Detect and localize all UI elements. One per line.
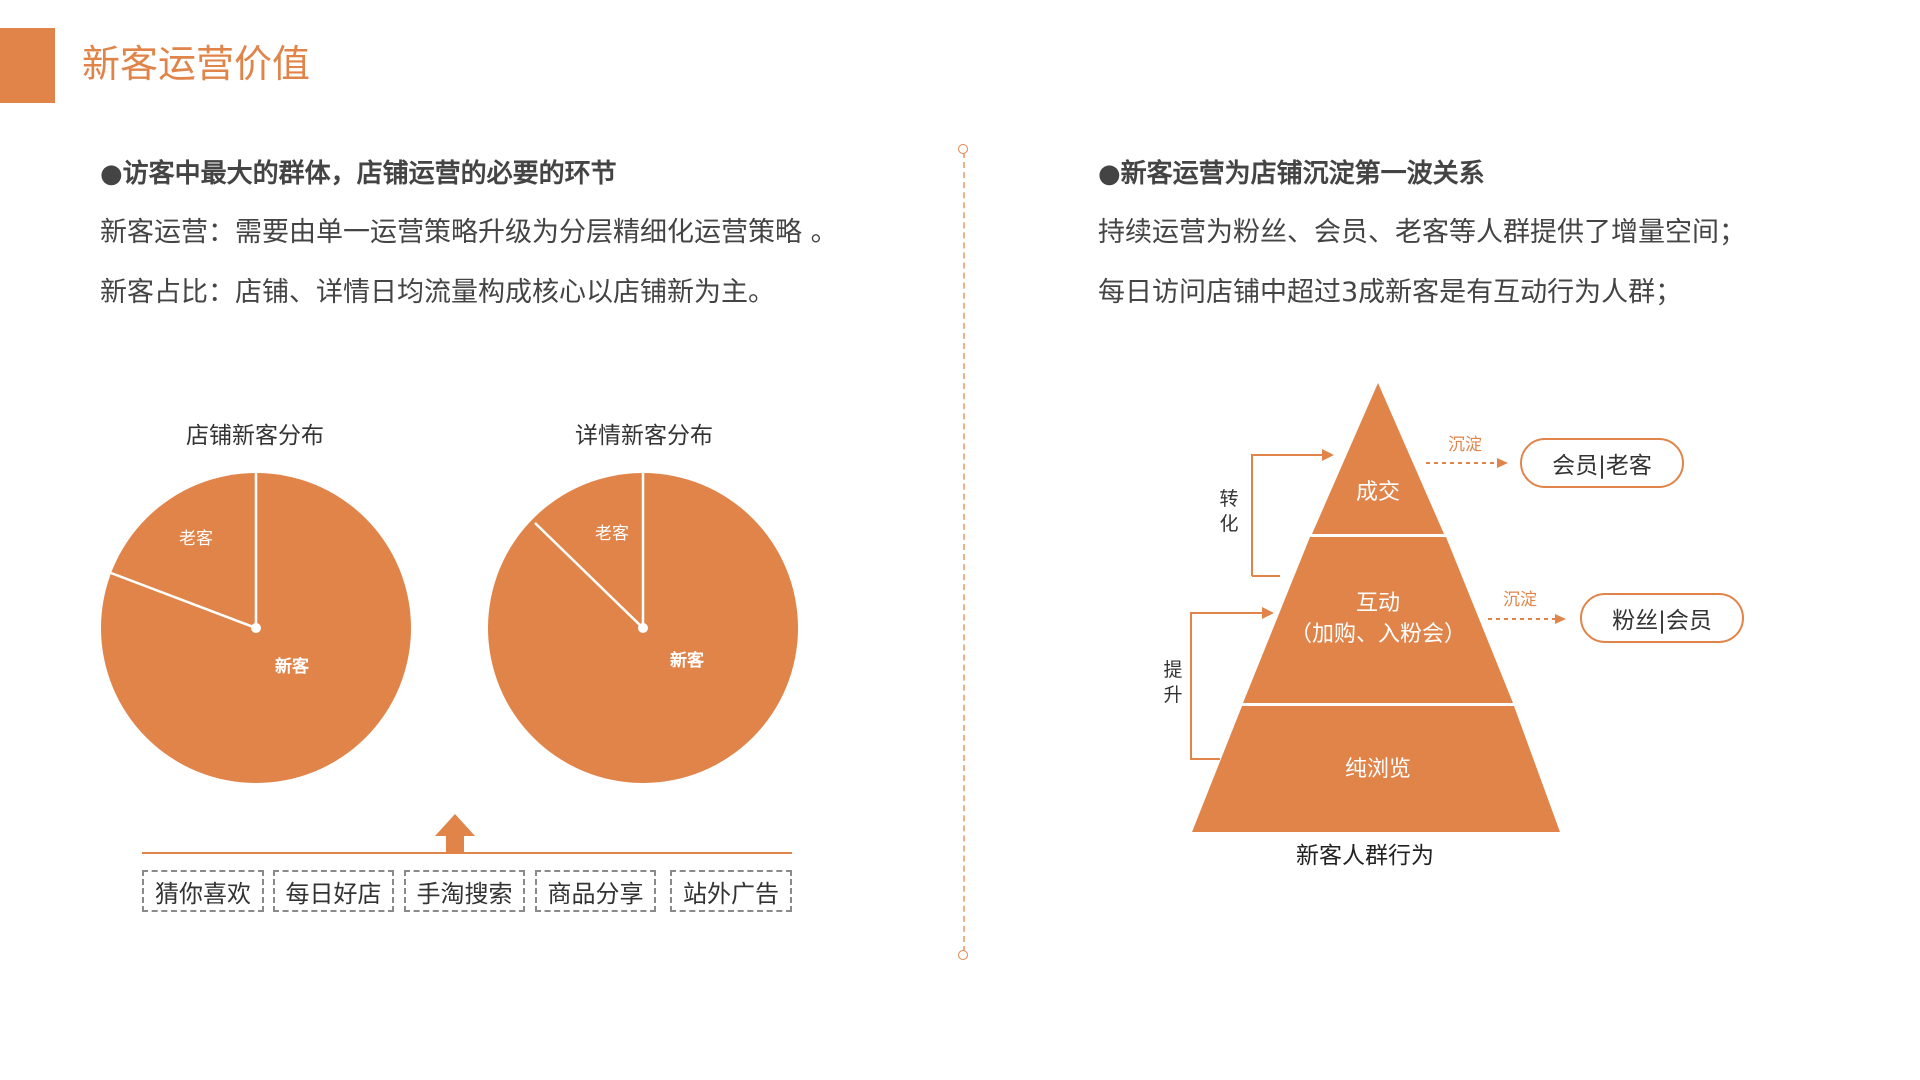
settle-top-arrowhead-icon (1497, 458, 1508, 468)
detail-pie-divider-b (534, 522, 644, 629)
up-arrow-icon (435, 814, 475, 852)
convert-bracket (1251, 449, 1334, 577)
pyramid-bottom-label: 纯浏览 (1345, 757, 1411, 782)
lift-bracket-line (1190, 612, 1220, 760)
source-box-2: 每日好店 (273, 870, 394, 912)
lift-arrowhead-icon (1262, 607, 1274, 619)
right-line-2: 每日访问店铺中超过3成新客是有互动行为人群； (1098, 277, 1683, 308)
settle-mid-arrowhead-icon (1555, 614, 1566, 624)
convert-label-1: 转 (1219, 488, 1238, 510)
center-divider (963, 152, 965, 952)
pyramid: 成交 互动 （加购、入粉会） 纯浏览 (1192, 383, 1560, 832)
shop-pie-title: 店铺新客分布 (186, 423, 324, 449)
source-box-3: 手淘搜索 (404, 870, 525, 912)
pill-member-old: 会员|老客 (1520, 438, 1684, 488)
pyramid-caption: 新客人群行为 (1296, 843, 1434, 869)
convert-bracket-line (1251, 454, 1322, 576)
page-title: 新客运营价值 (82, 42, 311, 86)
settle-top-label: 沉淀 (1448, 435, 1482, 455)
pyramid-middle-tier (1243, 537, 1513, 703)
detail-pie: 老客 新客 (488, 473, 798, 783)
left-line-2: 新客占比：店铺、详情日均流量构成核心以店铺新为主。 (100, 277, 775, 308)
source-box-5: 站外广告 (670, 870, 792, 912)
divider-dot-bottom (958, 950, 968, 960)
settle-arrow-mid: 沉淀 (1488, 590, 1566, 624)
detail-pie-new-label: 新客 (670, 650, 705, 671)
shop-pie: 老客 新客 (101, 473, 411, 783)
settle-arrow-top: 沉淀 (1426, 435, 1508, 468)
left-heading: ●访客中最大的群体，店铺运营的必要的环节 (100, 159, 617, 189)
pill-fan-member: 粉丝|会员 (1580, 593, 1744, 643)
pyramid-middle-label-2: （加购、入粉会） (1290, 622, 1466, 647)
detail-pie-old-label: 老客 (595, 524, 629, 544)
right-heading: ●新客运营为店铺沉淀第一波关系 (1098, 159, 1485, 189)
detail-pie-center (638, 623, 648, 633)
pyramid-bottom-tier (1192, 706, 1560, 832)
source-baseline (142, 852, 792, 854)
lift-label-1: 提 (1163, 659, 1182, 681)
left-line-1: 新客运营：需要由单一运营策略升级为分层精细化运营策略 。 (100, 217, 838, 248)
divider-dot-top (958, 144, 968, 154)
shop-pie-old-label: 老客 (179, 529, 213, 549)
shop-pie-divider-b (110, 571, 257, 630)
settle-mid-label: 沉淀 (1503, 590, 1537, 610)
convert-arrowhead-icon (1322, 449, 1334, 461)
shop-pie-center (251, 623, 261, 633)
detail-pie-title: 详情新客分布 (575, 423, 713, 449)
title-accent-block (0, 28, 55, 103)
pyramid-middle-label-1: 互动 (1356, 591, 1400, 616)
shop-pie-new-label: 新客 (275, 656, 310, 677)
convert-label-2: 化 (1219, 513, 1238, 535)
pyramid-top-tier (1312, 383, 1444, 534)
source-box-1: 猜你喜欢 (142, 870, 264, 912)
lift-label-2: 升 (1163, 684, 1182, 706)
lift-bracket (1190, 607, 1274, 760)
right-line-1: 持续运营为粉丝、会员、老客等人群提供了增量空间； (1098, 217, 1746, 248)
pyramid-top-label: 成交 (1356, 480, 1400, 505)
source-box-4: 商品分享 (535, 870, 656, 912)
